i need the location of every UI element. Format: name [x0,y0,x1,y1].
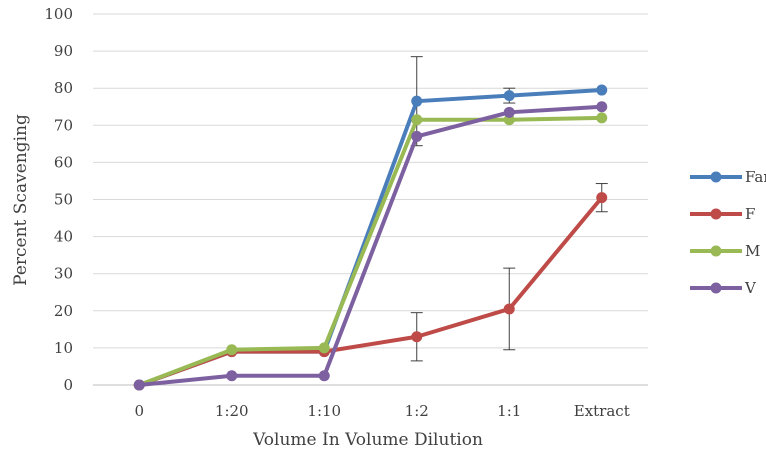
y-tick-label: 0 [63,376,73,394]
x-tick-label: 0 [134,402,144,420]
y-axis-title: Percent Scavenging [11,114,31,286]
legend-label-m: M [745,242,760,260]
data-point-m [596,112,608,124]
y-tick-label: 90 [54,42,73,60]
x-axis-title: Volume In Volume Dilution [252,430,483,450]
legend-marker-v [710,282,722,294]
x-tick-label: Extract [574,402,630,420]
data-point-f [411,331,423,343]
y-tick-label: 40 [54,228,73,246]
x-tick-label: 1:2 [405,402,429,420]
series-line-v [139,104,602,387]
y-axis-ticks: 0 10 20 30 40 50 60 70 80 90 100 [44,5,73,394]
data-point-m [318,342,330,354]
data-point-far [596,84,608,96]
data-point-v [503,106,515,118]
data-point-v [318,370,330,382]
data-point-far [411,95,423,107]
series-lines [133,84,608,391]
y-tick-label: 50 [54,191,73,209]
x-tick-label: 1:1 [497,402,521,420]
y-tick-label: 60 [54,153,73,171]
data-point-far [503,90,515,102]
y-tick-label: 80 [54,79,73,97]
series-line-m [138,115,602,387]
y-tick-label: 20 [54,302,73,320]
x-axis-ticks: 0 1:20 1:10 1:2 1:1 Extract [134,402,629,420]
legend-marker-f [710,208,722,220]
legend-marker-far [710,171,722,183]
data-point-v [226,370,238,382]
x-tick-label: 1:20 [215,402,249,420]
legend-marker-m [710,245,722,257]
legend-label-f: F [745,205,755,223]
y-tick-label: 100 [44,5,73,23]
data-point-m [226,344,238,356]
data-point-f [503,303,515,315]
legend-label-v: V [744,279,757,297]
data-point-f [596,192,608,204]
legend-label-far: Far [745,168,766,186]
data-point-v [596,101,608,113]
data-point-m [411,114,423,126]
gridlines [93,13,648,386]
error-bars [410,56,608,362]
data-point-v [133,379,145,391]
y-tick-label: 30 [54,265,73,283]
legend: Far F M V [690,168,766,297]
y-tick-label: 70 [54,116,73,134]
x-tick-label: 1:10 [307,402,341,420]
y-tick-label: 10 [54,339,73,357]
data-point-v [411,130,423,142]
